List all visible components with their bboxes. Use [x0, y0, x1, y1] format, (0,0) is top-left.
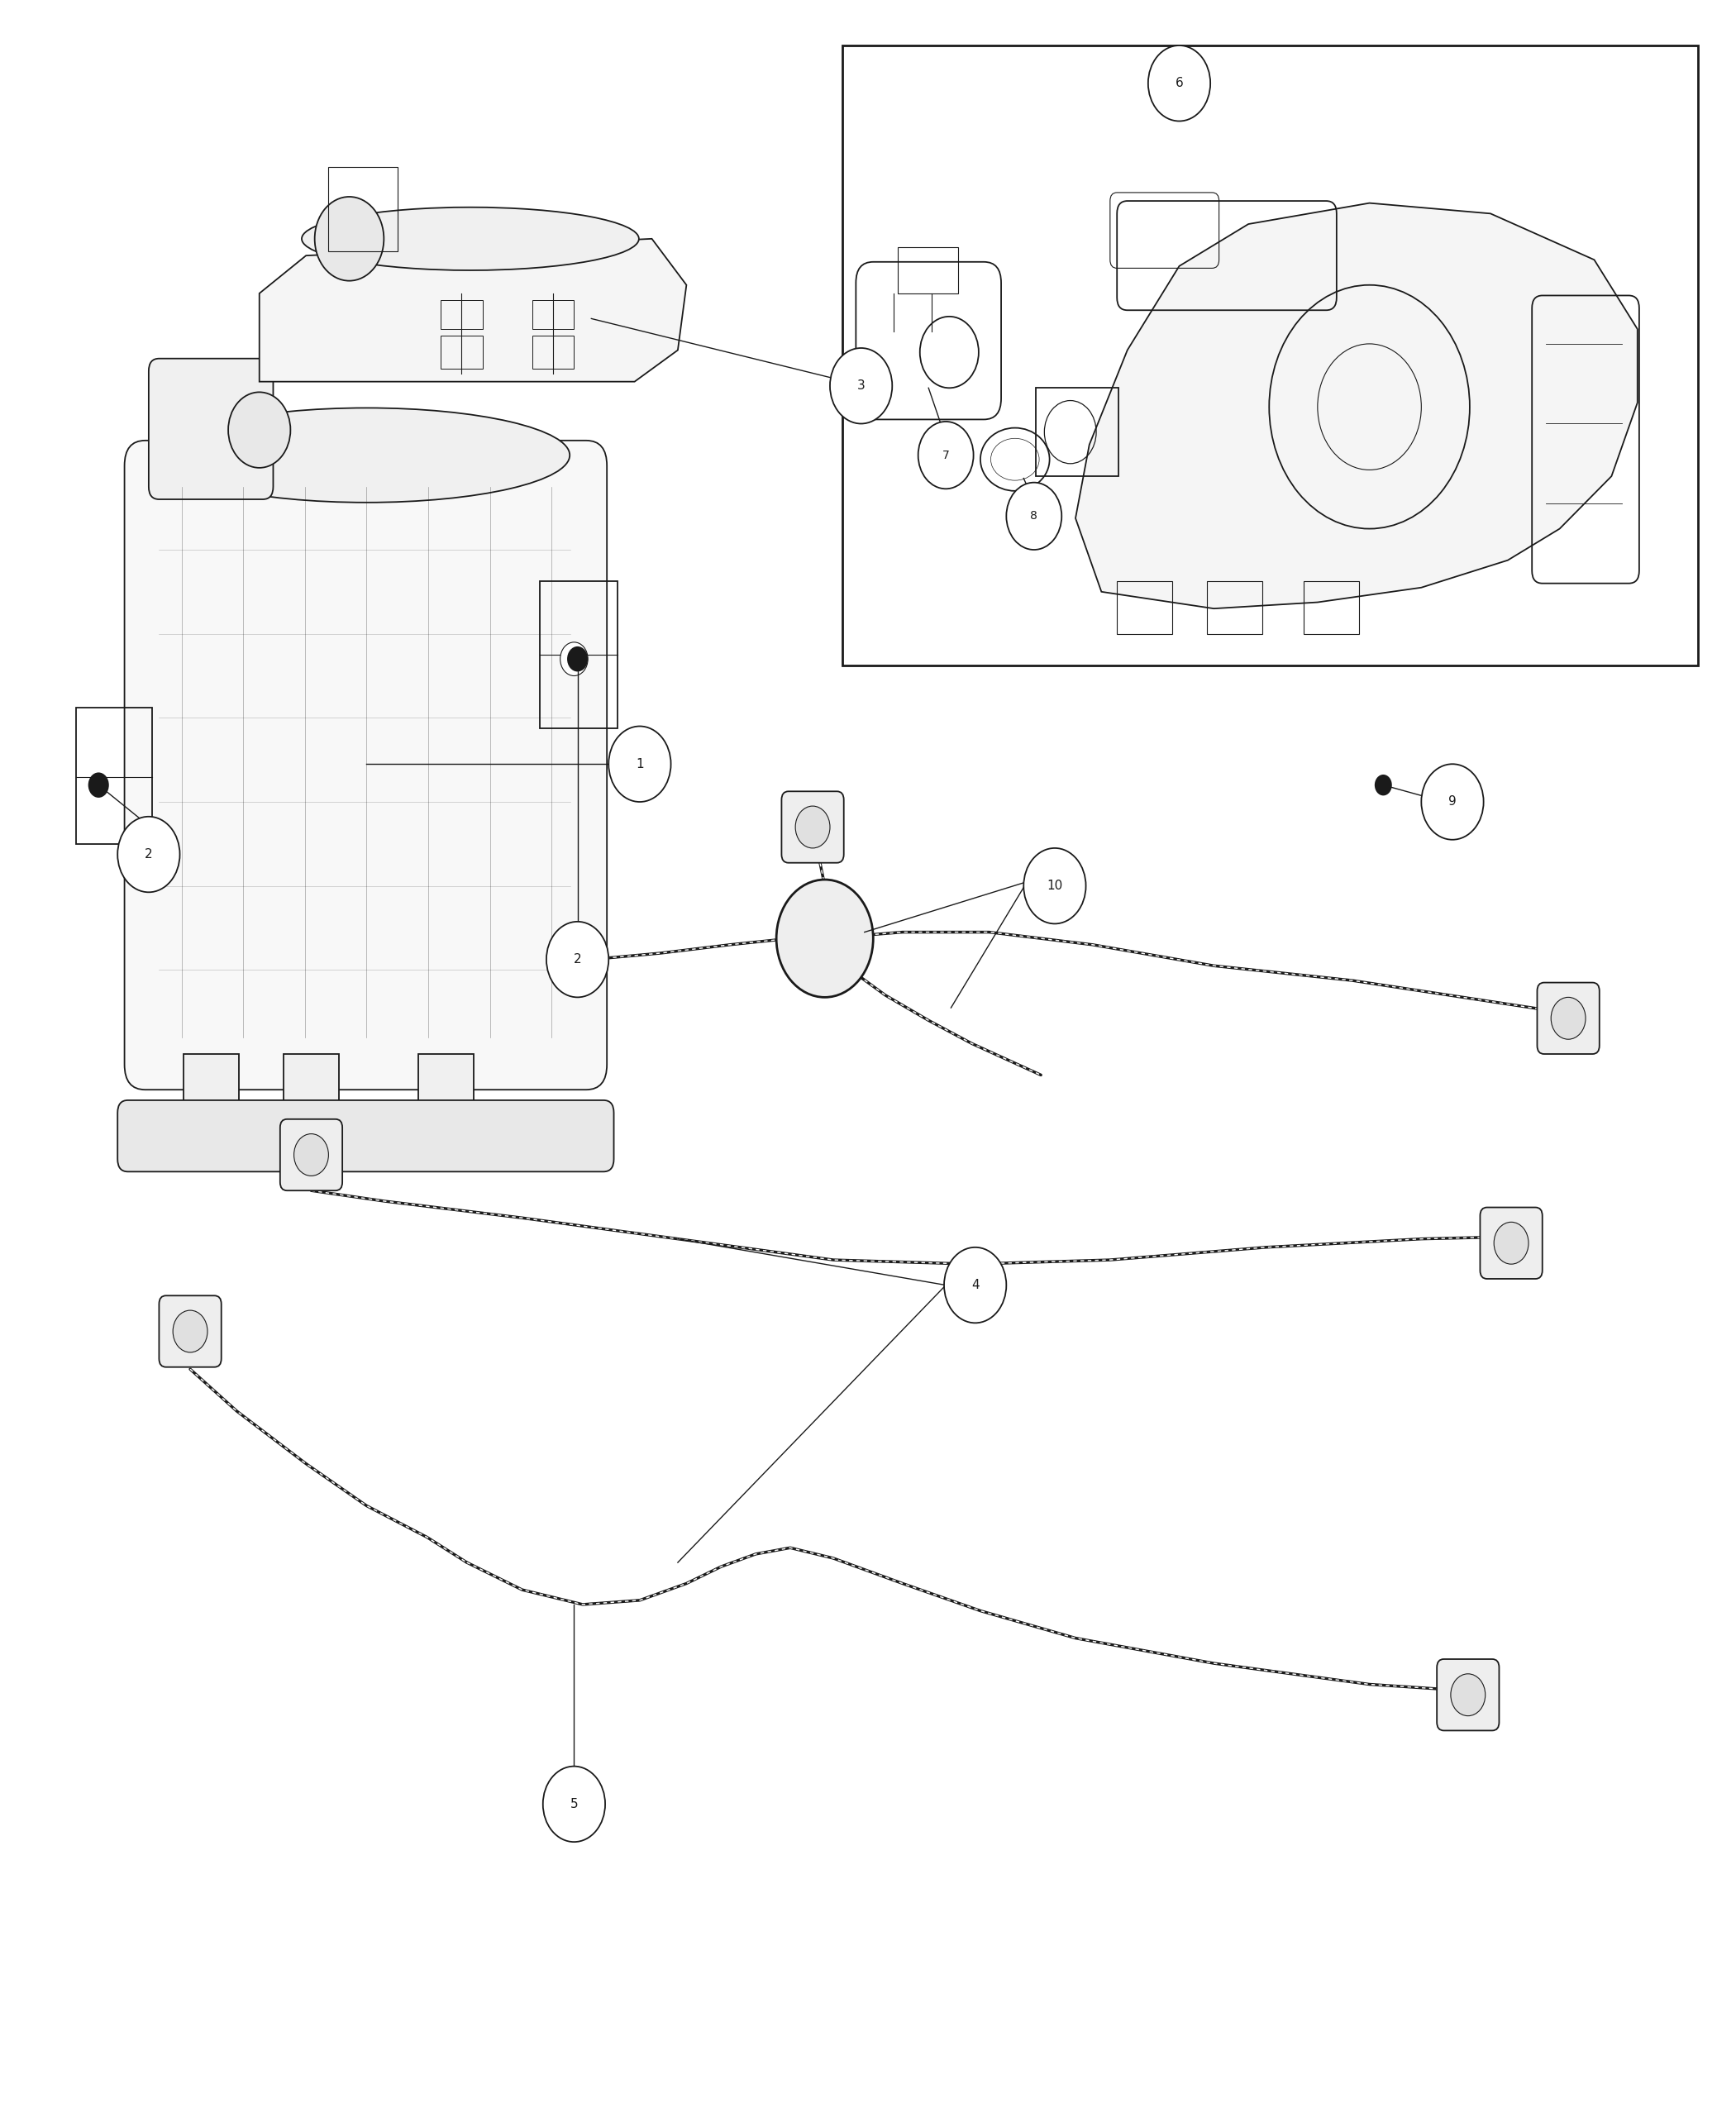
Circle shape — [918, 422, 974, 489]
Bar — [441, 335, 483, 369]
Text: 9: 9 — [1448, 795, 1457, 807]
Bar — [418, 1054, 474, 1134]
Text: 1: 1 — [635, 759, 644, 769]
Bar — [1207, 582, 1262, 635]
FancyBboxPatch shape — [149, 358, 273, 500]
Circle shape — [1007, 483, 1062, 550]
Bar — [842, 46, 1698, 666]
Text: 10: 10 — [1047, 879, 1062, 892]
Text: 4: 4 — [970, 1280, 979, 1292]
Circle shape — [118, 816, 181, 892]
Text: 2: 2 — [573, 953, 582, 965]
Bar — [1036, 388, 1118, 476]
Text: 7: 7 — [943, 449, 950, 462]
FancyBboxPatch shape — [118, 1100, 615, 1172]
FancyBboxPatch shape — [1481, 1208, 1542, 1280]
Circle shape — [227, 392, 290, 468]
FancyBboxPatch shape — [1437, 1659, 1500, 1731]
Bar — [76, 708, 153, 843]
Bar — [1116, 582, 1172, 635]
Text: 8: 8 — [1031, 510, 1038, 523]
Circle shape — [830, 348, 892, 424]
FancyBboxPatch shape — [279, 1119, 342, 1191]
Circle shape — [776, 879, 873, 997]
Polygon shape — [1076, 202, 1637, 609]
Bar — [898, 247, 958, 293]
Circle shape — [561, 643, 589, 677]
Circle shape — [314, 196, 384, 280]
Circle shape — [1375, 774, 1392, 795]
Circle shape — [568, 647, 589, 672]
FancyBboxPatch shape — [1536, 982, 1599, 1054]
Circle shape — [609, 727, 670, 801]
Circle shape — [944, 1248, 1007, 1324]
Bar — [441, 299, 483, 329]
Circle shape — [89, 772, 109, 797]
FancyBboxPatch shape — [125, 441, 608, 1090]
Bar — [533, 299, 575, 329]
FancyBboxPatch shape — [160, 1296, 220, 1368]
Ellipse shape — [302, 207, 639, 270]
Bar — [533, 335, 575, 369]
Circle shape — [1422, 763, 1484, 839]
Circle shape — [1024, 847, 1087, 923]
Text: 6: 6 — [1175, 78, 1184, 89]
Circle shape — [1495, 1223, 1528, 1265]
Circle shape — [1147, 46, 1210, 120]
Circle shape — [795, 805, 830, 847]
Circle shape — [174, 1311, 208, 1353]
Circle shape — [1451, 1674, 1486, 1716]
Circle shape — [547, 921, 609, 997]
Circle shape — [293, 1134, 328, 1176]
Circle shape — [1550, 997, 1585, 1039]
Text: 3: 3 — [858, 379, 865, 392]
Ellipse shape — [163, 409, 569, 502]
Bar — [184, 1054, 238, 1134]
Polygon shape — [259, 238, 686, 382]
Bar — [328, 167, 398, 251]
Bar — [283, 1054, 339, 1134]
Text: 2: 2 — [144, 847, 153, 860]
Circle shape — [543, 1767, 606, 1842]
FancyBboxPatch shape — [781, 790, 844, 862]
Text: 5: 5 — [569, 1798, 578, 1811]
Bar — [1304, 582, 1359, 635]
